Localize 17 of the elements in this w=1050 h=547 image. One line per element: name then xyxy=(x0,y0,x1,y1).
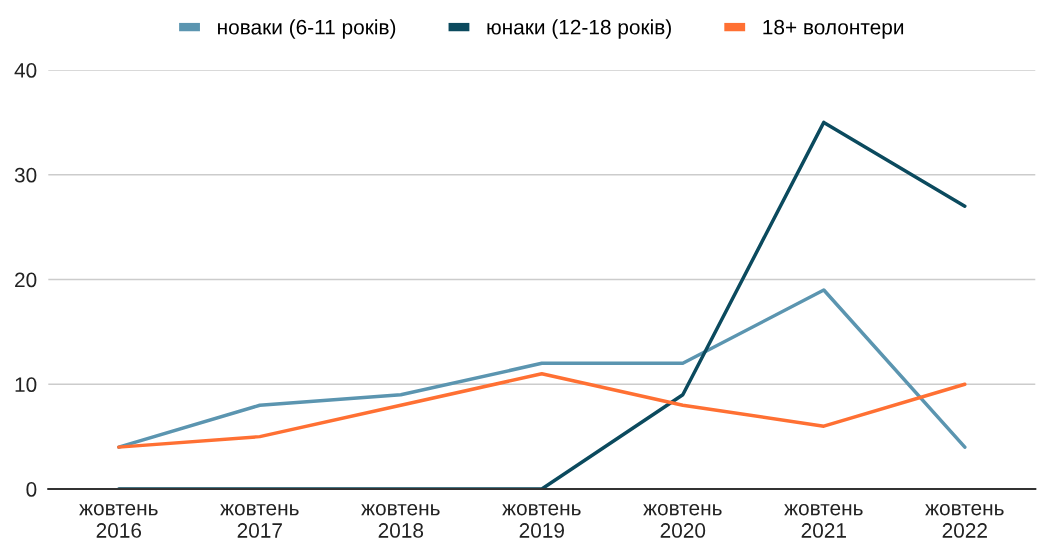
x-tick-label: жовтень 2020 xyxy=(643,504,722,538)
legend-label: 18+ волонтери xyxy=(763,19,904,39)
y-tick-label: 30 xyxy=(14,167,37,183)
y-tick-label: 0 xyxy=(26,482,37,497)
x-tick-label: жовтень 2016 xyxy=(79,504,158,538)
line-series xyxy=(117,372,967,449)
x-tick-label: жовтень 2021 xyxy=(784,504,863,538)
y-tick-label: 20 xyxy=(15,272,37,288)
x-tick-label: жовтень 2019 xyxy=(502,504,581,538)
line-series xyxy=(117,120,967,490)
y-tick-label: 40 xyxy=(14,63,37,78)
x-tick-label: жовтень 2018 xyxy=(361,504,440,538)
legend-label: юнаки (12-18 років) xyxy=(487,19,671,39)
y-tick-label: 10 xyxy=(15,377,37,393)
legend-label: новаки (6-11 років) xyxy=(218,19,396,39)
x-tick-label: жовтень 2022 xyxy=(925,504,1004,538)
x-tick-label: жовтень 2017 xyxy=(220,504,299,538)
